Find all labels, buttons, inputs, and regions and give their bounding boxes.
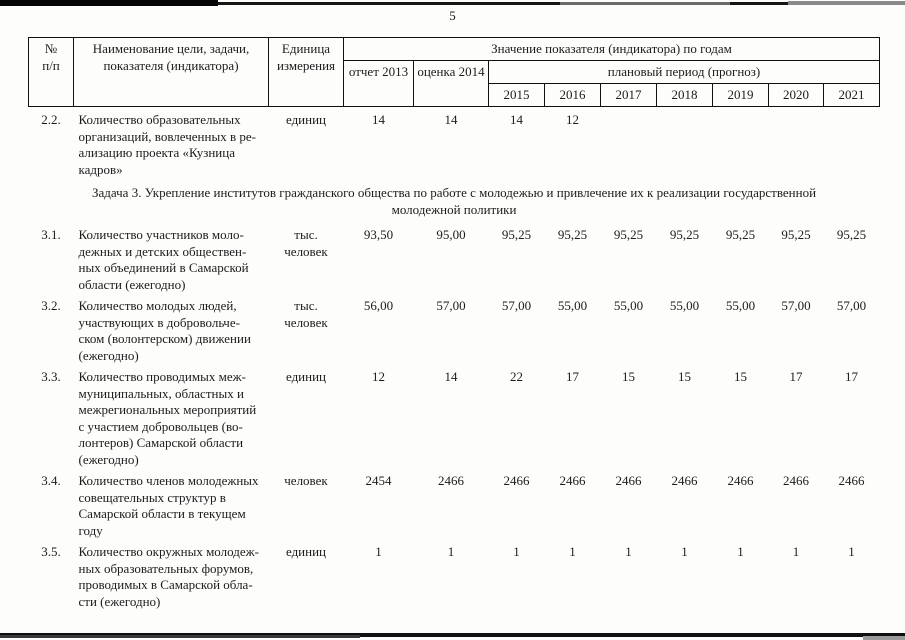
value-cell: 12	[372, 369, 385, 384]
row-name: Количество членов молодежных совещательн…	[78, 473, 259, 538]
value-cell: 14	[444, 112, 458, 127]
value-cell: 22	[510, 369, 523, 384]
value-cell: 93,50	[363, 227, 394, 242]
value-cell	[769, 107, 824, 179]
value-cell: 56,00	[363, 298, 394, 313]
value-cell: 1	[447, 544, 455, 559]
value-cell: 14	[444, 369, 458, 384]
indicators-table: № п/п Наименование цели, задачи, показат…	[28, 37, 881, 610]
row-unit: тыс. человек	[284, 227, 328, 259]
value-cell: 57,00	[781, 298, 811, 313]
section-heading: Задача 3. Укрепление институтов гражданс…	[92, 185, 817, 217]
value-cell: 95,25	[669, 227, 700, 242]
header-year-2017: 2017	[600, 83, 657, 107]
value-cell: 1	[792, 544, 800, 559]
value-cell	[713, 107, 769, 179]
table-row: 3.4. Количество членов молодежных совеща…	[29, 468, 880, 539]
value-cell: 95,25	[557, 227, 588, 242]
value-cell	[824, 107, 880, 179]
header-year-2020: 2020	[768, 83, 824, 107]
header-estimate-2014: оценка 2014	[413, 60, 489, 107]
table-row: 3.5. Количество окружных молодеж- ных об…	[29, 539, 880, 610]
value-cell: 14	[372, 112, 385, 127]
value-cell: 2466	[559, 473, 586, 488]
value-cell: 55,00	[669, 298, 700, 313]
row-unit: человек	[284, 473, 328, 488]
value-cell: 17	[845, 369, 859, 384]
row-unit: тыс. человек	[284, 298, 328, 330]
value-cell: 1	[375, 544, 382, 559]
value-cell: 2466	[503, 473, 530, 488]
value-cell: 57,00	[501, 298, 532, 313]
value-cell: 15	[678, 369, 691, 384]
value-cell: 2466	[783, 473, 809, 488]
page-number: 5	[449, 8, 456, 23]
row-number: 2.2.	[41, 112, 61, 127]
table-row: 3.3. Количество проводимых меж- муниципа…	[29, 364, 880, 468]
header-year-2015: 2015	[488, 83, 545, 107]
value-cell: 2466	[438, 473, 464, 488]
header-values-title: Значение показателя (индикатора) по года…	[342, 37, 881, 61]
value-cell: 55,00	[557, 298, 588, 313]
row-name: Количество молодых людей, участвующих в …	[78, 298, 251, 363]
scan-artifact-bottom	[0, 631, 905, 640]
value-cell: 1	[625, 544, 632, 559]
value-cell: 2466	[838, 473, 865, 488]
value-cell: 95,25	[836, 227, 867, 242]
header-year-2019: 2019	[712, 83, 769, 107]
header-year-2016: 2016	[544, 83, 601, 107]
value-cell	[657, 107, 713, 179]
table-row: 3.2. Количество молодых людей, участвующ…	[29, 293, 880, 364]
value-cell: 57,00	[836, 298, 867, 313]
row-number: 3.4.	[41, 473, 61, 488]
value-cell: 2466	[727, 473, 754, 488]
row-name: Количество образовательных организаций, …	[78, 112, 256, 177]
value-cell: 95,25	[781, 227, 811, 242]
value-cell: 2466	[615, 473, 642, 488]
value-cell: 95,25	[725, 227, 756, 242]
value-cell: 1	[569, 544, 576, 559]
value-cell: 17	[566, 369, 579, 384]
value-cell: 1	[737, 544, 744, 559]
row-unit: единиц	[285, 369, 327, 384]
value-cell: 95,00	[436, 227, 466, 242]
row-unit: единиц	[285, 544, 327, 559]
scan-artifact-top	[0, 0, 905, 8]
value-cell: 12	[566, 112, 579, 127]
value-cell: 17	[789, 369, 803, 384]
value-cell: 95,25	[501, 227, 532, 242]
header-plan-period: плановый период (прогноз)	[487, 60, 881, 84]
value-cell: 15	[622, 369, 635, 384]
value-cell: 1	[513, 544, 520, 559]
row-number: 3.2.	[41, 298, 61, 313]
value-cell: 1	[681, 544, 688, 559]
header-num: № п/п	[28, 37, 74, 107]
table-row: 2.2. Количество образовательных организа…	[29, 107, 880, 179]
header-name: Наименование цели, задачи, показателя (и…	[73, 37, 269, 107]
value-cell: 95,25	[613, 227, 644, 242]
table-row: 3.1. Количество участников моло- дежных …	[29, 222, 880, 293]
value-cell: 55,00	[725, 298, 756, 313]
header-year-2018: 2018	[656, 83, 713, 107]
row-unit: единиц	[285, 112, 327, 127]
value-cell: 15	[734, 369, 747, 384]
row-name: Количество участников моло- дежных и дет…	[78, 227, 249, 292]
row-number: 3.1.	[41, 227, 61, 242]
row-number: 3.5.	[41, 544, 61, 559]
header-unit: Единица измерения	[268, 37, 344, 107]
row-number: 3.3.	[41, 369, 61, 384]
value-cell: 57,00	[436, 298, 466, 313]
value-cell: 2466	[671, 473, 698, 488]
header-year-2021: 2021	[822, 83, 881, 107]
value-cell	[601, 107, 657, 179]
value-cell: 55,00	[613, 298, 644, 313]
value-cell: 14	[510, 112, 523, 127]
row-name: Количество окружных молодеж- ных образов…	[78, 544, 259, 609]
row-name: Количество проводимых меж- муниципальных…	[78, 369, 257, 467]
value-cell: 2454	[365, 473, 392, 488]
value-cell: 1	[848, 544, 855, 559]
header-report-2013: отчет 2013	[343, 60, 414, 107]
section-row: Задача 3. Укрепление институтов гражданс…	[29, 178, 880, 222]
